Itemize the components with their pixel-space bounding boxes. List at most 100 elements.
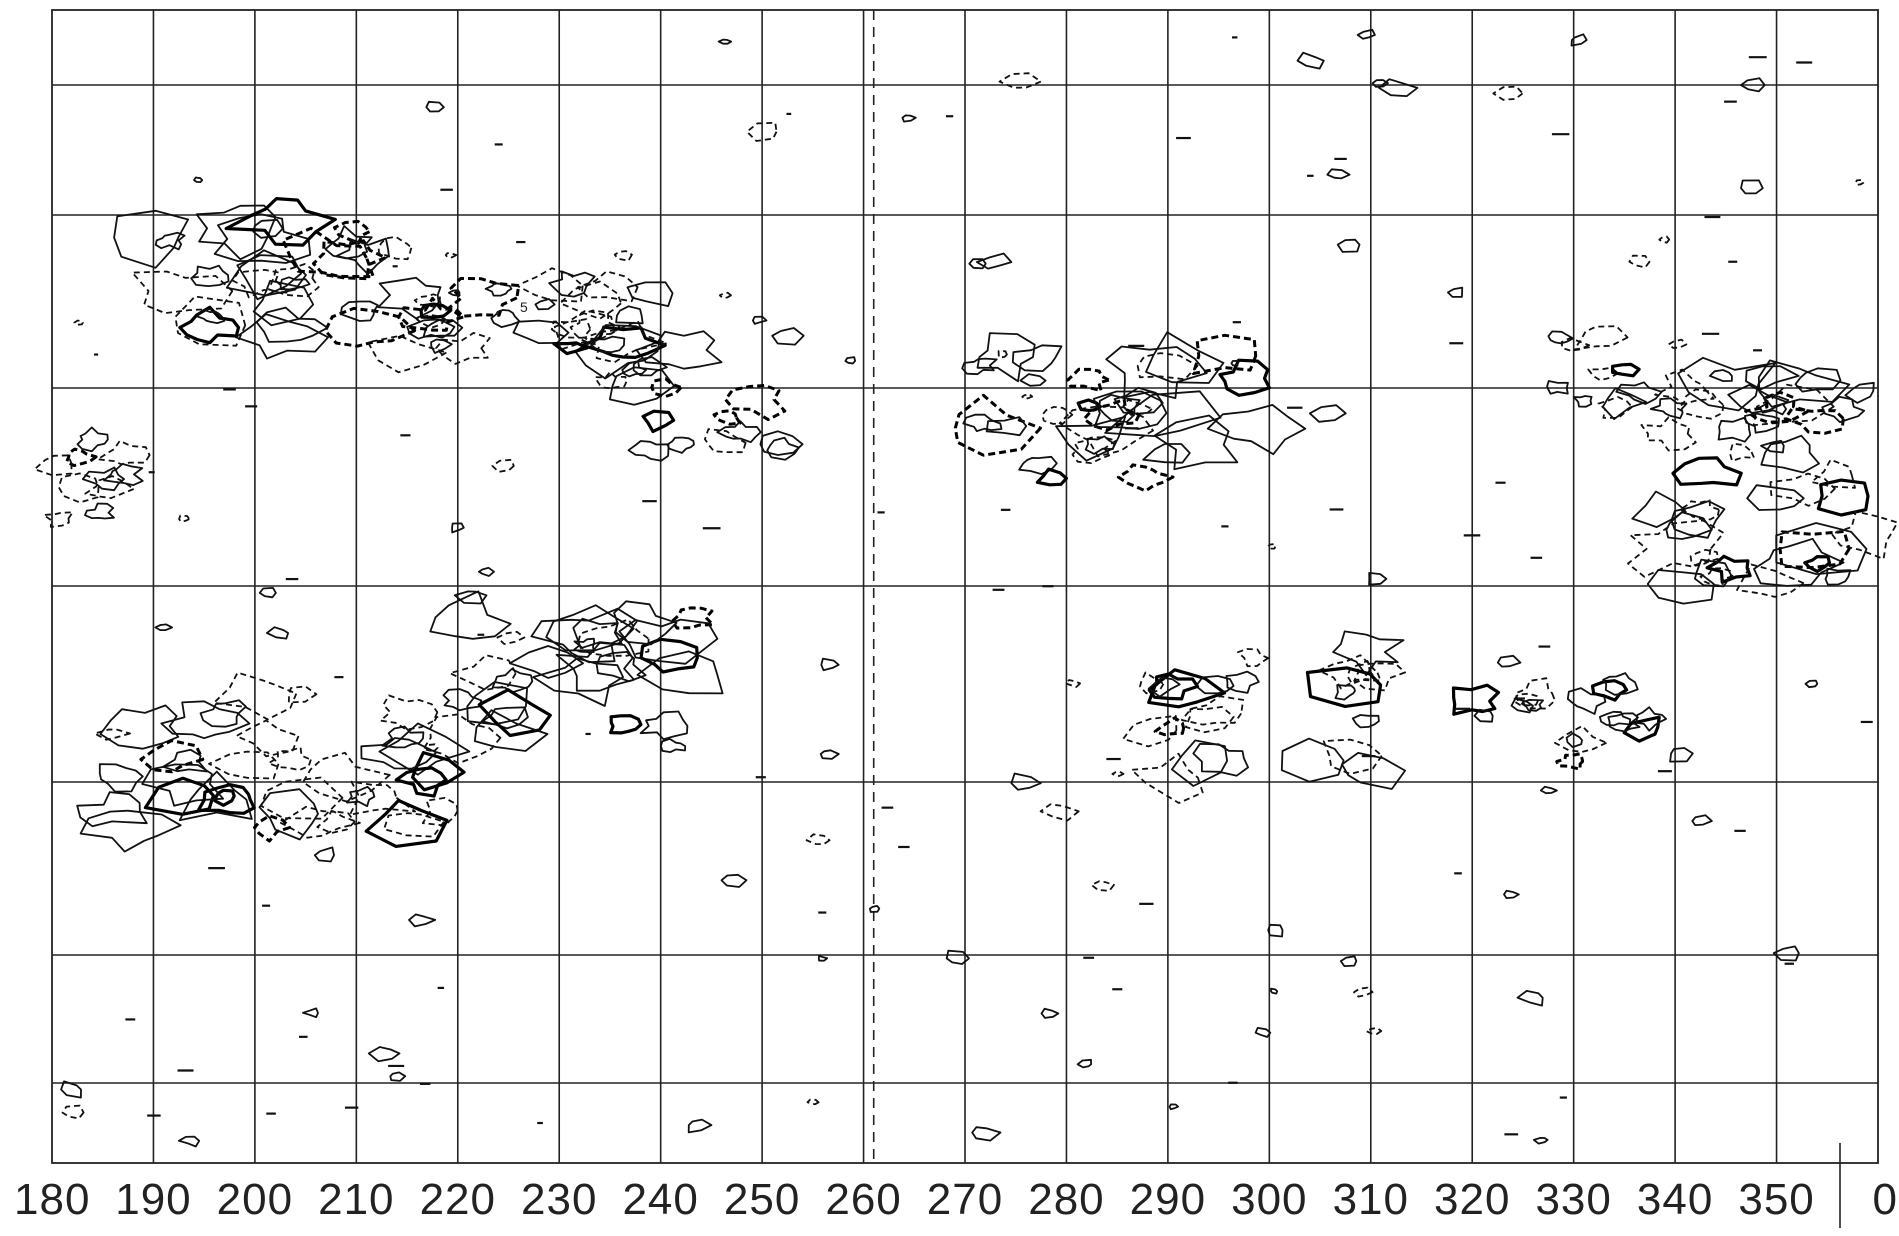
contour-line — [1740, 77, 1766, 93]
contour-line — [435, 332, 491, 365]
contour-line — [377, 276, 442, 320]
contour-line — [255, 306, 329, 343]
contour-line — [1356, 28, 1376, 40]
contour-line — [1705, 554, 1752, 584]
contour-line — [1671, 456, 1743, 487]
contour-line — [413, 293, 442, 308]
contour-line — [717, 38, 733, 45]
contour-line — [313, 846, 335, 863]
contour-line — [1351, 714, 1380, 729]
contour-line — [213, 213, 312, 264]
contour-line — [478, 566, 495, 577]
contour-line — [1153, 414, 1239, 471]
contour-line — [421, 797, 459, 827]
contour-line — [76, 426, 109, 453]
contour-line — [1590, 679, 1629, 702]
x-tick-label: 180 — [14, 1175, 90, 1224]
contour-line — [844, 356, 856, 365]
contour-line — [1628, 254, 1651, 269]
contour-line — [302, 1007, 319, 1019]
contour-line — [1554, 725, 1608, 753]
contour-line — [448, 289, 461, 297]
contour-line — [1084, 435, 1116, 455]
contour-line — [609, 366, 675, 406]
contour-line — [1727, 384, 1788, 414]
grid — [51, 9, 1879, 1164]
contour-line — [444, 252, 458, 259]
contour-line — [1365, 1027, 1383, 1035]
x-tick-label: 310 — [1333, 1175, 1409, 1224]
contour-line — [415, 314, 447, 329]
contour-line — [96, 439, 151, 466]
contour-line — [704, 428, 747, 454]
contour-line — [1602, 672, 1639, 696]
contour-line — [1759, 393, 1790, 416]
contour-line — [552, 341, 589, 356]
contour-line — [636, 650, 724, 695]
x-tick-label: 240 — [622, 1175, 698, 1224]
contour-line — [1760, 434, 1820, 474]
contour-line — [1778, 530, 1851, 570]
contour-line — [1206, 404, 1307, 456]
contour-line — [61, 1104, 85, 1120]
contour-line — [1627, 519, 1725, 578]
contour-line — [383, 812, 445, 838]
contour-line — [1378, 78, 1419, 97]
contour-line — [997, 350, 1008, 359]
contour-line — [1076, 1058, 1092, 1069]
contour-line — [379, 694, 439, 731]
contour-line — [260, 776, 344, 820]
contour-line — [1615, 381, 1663, 405]
contour-line — [1230, 359, 1239, 367]
contour-line — [346, 785, 376, 808]
contour-line — [1296, 51, 1325, 70]
contour-line — [1775, 522, 1868, 575]
contour-line — [594, 370, 628, 390]
contour-line — [98, 763, 144, 793]
contour-line — [253, 814, 292, 843]
contour-line — [477, 688, 552, 738]
contour-line — [1111, 770, 1125, 777]
contour-line — [869, 905, 881, 913]
contour-line — [817, 954, 829, 962]
contour-line — [1555, 752, 1585, 771]
contour-line — [1139, 671, 1165, 695]
contour-line — [425, 100, 445, 113]
contour-line — [545, 604, 635, 652]
contour-line — [1145, 331, 1225, 384]
contour-line — [1267, 543, 1277, 550]
contour-line — [953, 393, 1042, 457]
contour-line — [451, 522, 465, 534]
contour-line — [1180, 695, 1245, 726]
contour-line — [1539, 785, 1558, 795]
contour-line — [1237, 648, 1269, 668]
contour-line — [819, 749, 840, 760]
x-tick-label: 320 — [1434, 1175, 1510, 1224]
contour-line — [724, 384, 787, 422]
contour-line — [1055, 415, 1127, 462]
x-tick-label: 220 — [420, 1175, 496, 1224]
contour-line — [1122, 714, 1178, 748]
contour-line — [901, 114, 917, 123]
contour-line — [1064, 679, 1081, 688]
contour-line — [1516, 990, 1544, 1007]
contour-line — [1336, 238, 1361, 253]
contour-line — [1326, 168, 1351, 180]
x-tick-labels: 180 190 200 210 220 230 240 250 260 270 280 290 300 3… — [14, 1143, 1897, 1228]
contour-line — [1011, 344, 1063, 372]
contour-line — [1658, 235, 1671, 244]
contour-line — [576, 270, 639, 303]
contour-line — [1130, 752, 1204, 804]
contour-line — [377, 235, 413, 261]
contour-line — [1729, 442, 1755, 462]
contour-line — [266, 626, 289, 640]
contour-line — [550, 318, 592, 339]
contour-line — [632, 356, 668, 377]
contour-line — [1803, 555, 1831, 573]
contour-line — [1184, 706, 1235, 734]
contour-line — [1810, 458, 1856, 489]
contour-line — [1740, 179, 1764, 195]
contour-line — [687, 1118, 713, 1134]
contour-line — [820, 657, 840, 672]
